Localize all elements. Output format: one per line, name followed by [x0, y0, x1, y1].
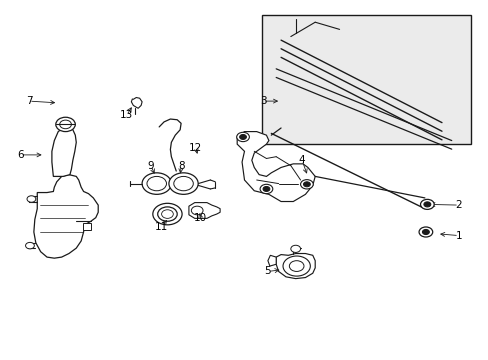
Text: 3: 3: [259, 96, 266, 106]
Circle shape: [423, 202, 430, 207]
Text: 8: 8: [178, 161, 184, 171]
Circle shape: [168, 173, 198, 194]
Polygon shape: [131, 98, 142, 108]
Circle shape: [300, 180, 313, 189]
Polygon shape: [82, 223, 91, 230]
Polygon shape: [188, 203, 220, 219]
Text: 4: 4: [298, 155, 305, 165]
Circle shape: [239, 134, 246, 139]
Text: 11: 11: [155, 222, 168, 231]
Text: 10: 10: [194, 213, 207, 222]
Circle shape: [420, 199, 433, 210]
Circle shape: [236, 132, 249, 141]
Polygon shape: [52, 127, 76, 176]
Circle shape: [153, 203, 182, 225]
Text: 2: 2: [455, 200, 462, 210]
Polygon shape: [34, 175, 98, 258]
Text: 1: 1: [455, 231, 462, 240]
Text: 9: 9: [147, 161, 154, 171]
Polygon shape: [237, 132, 315, 202]
Bar: [261, 15, 470, 144]
Polygon shape: [267, 255, 276, 266]
Circle shape: [25, 242, 34, 249]
Circle shape: [56, 117, 75, 132]
Circle shape: [142, 173, 171, 194]
Circle shape: [303, 182, 310, 187]
Circle shape: [290, 245, 300, 252]
Circle shape: [418, 227, 432, 237]
Text: 7: 7: [25, 96, 32, 106]
Circle shape: [422, 229, 428, 234]
Circle shape: [263, 186, 269, 192]
Text: 6: 6: [17, 150, 23, 160]
Text: 5: 5: [264, 266, 271, 276]
Circle shape: [260, 184, 272, 194]
Text: 12: 12: [189, 143, 202, 153]
Polygon shape: [276, 253, 315, 279]
Text: 13: 13: [120, 111, 133, 121]
Circle shape: [27, 196, 36, 202]
